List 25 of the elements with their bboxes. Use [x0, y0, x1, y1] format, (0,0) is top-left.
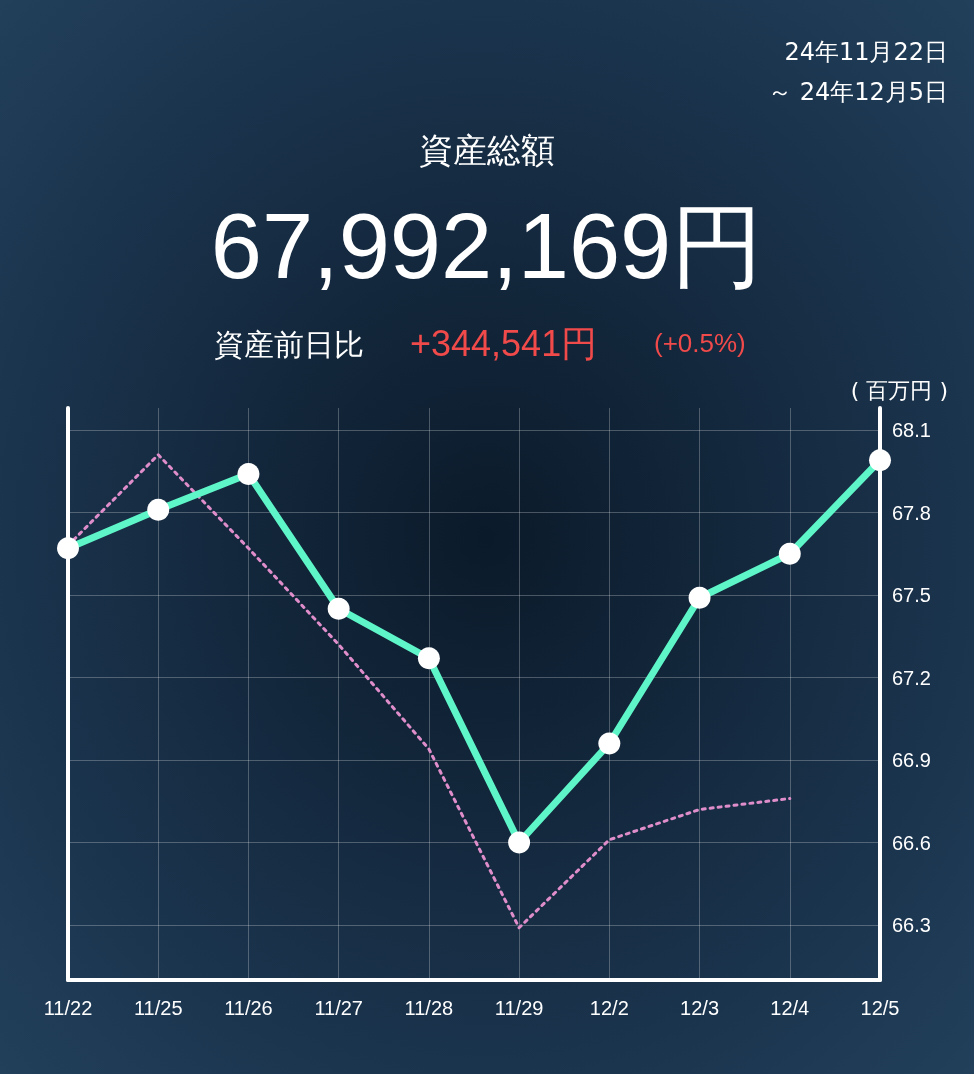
x-tick-label: 12/2: [589, 997, 629, 1019]
y-tick-label: 67.5: [892, 584, 931, 606]
y-tick-label: 67.2: [892, 666, 931, 689]
x-tick-label: 12/4: [770, 997, 810, 1019]
x-tick-label: 11/25: [133, 997, 183, 1019]
y-tick-label: 68.1: [892, 419, 931, 441]
x-tick-label: 11/29: [494, 997, 544, 1019]
x-tick-label: 11/27: [314, 997, 363, 1019]
text: 資産前日比: [214, 326, 364, 364]
x-tick-label: 12/5: [860, 997, 900, 1019]
text: +344,541円: [410, 322, 598, 366]
text: 24年11月22日: [784, 37, 948, 68]
text: (+0.5%): [654, 328, 746, 359]
chart-title: 資産総額: [418, 129, 556, 172]
x-tick-label: 12/3: [680, 997, 720, 1019]
x-tick-label: 11/28: [404, 997, 454, 1019]
x-tick-label: 11/22: [43, 997, 93, 1019]
y-tick-label: 66.9: [892, 749, 931, 771]
text: 67,992,169円: [209, 194, 765, 299]
text: ～ 24年12月5日: [768, 77, 948, 108]
y-axis-title: ( 百万円 ): [850, 377, 948, 405]
y-tick-label: 67.8: [892, 501, 931, 524]
y-tick-label: 66.3: [892, 914, 931, 936]
x-tick-label: 11/26: [224, 997, 273, 1019]
y-tick-label: 66.6: [892, 831, 931, 854]
